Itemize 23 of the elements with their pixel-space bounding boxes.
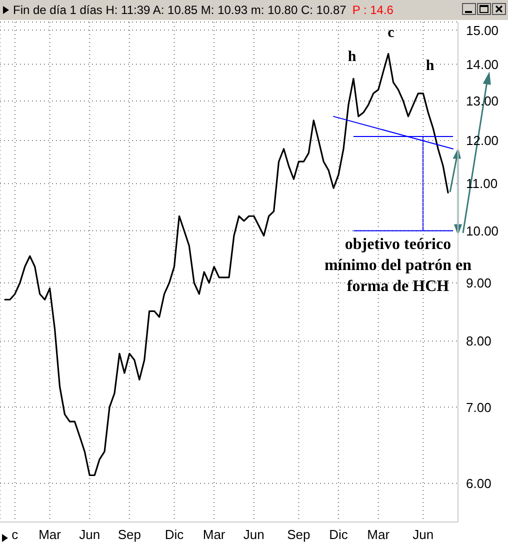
annotation: c xyxy=(386,24,396,43)
x-tick-label: c xyxy=(12,527,19,542)
annotation: h xyxy=(424,57,436,76)
x-tick-label: Jun xyxy=(412,527,434,542)
chart-subtitle: P : 14.6 xyxy=(352,3,394,17)
x-tick-label: Mar xyxy=(202,527,226,542)
x-tick-label: Dic xyxy=(329,527,348,542)
y-tick-label: 15.00 xyxy=(466,22,499,38)
x-tick-label: Mar xyxy=(38,527,62,542)
y-tick-label: 14.00 xyxy=(466,56,499,72)
x-tick-label: Dic xyxy=(164,527,184,542)
x-tick-label: Jun xyxy=(243,527,264,542)
x-tick-label: Sep xyxy=(118,527,142,542)
y-tick-label: 8.00 xyxy=(466,334,492,349)
annotation: h xyxy=(346,48,358,67)
x-tick-label: Sep xyxy=(287,527,310,542)
y-tick-label: 10.00 xyxy=(466,223,499,238)
x-tick-label: Jun xyxy=(79,527,100,542)
chart-title: Fin de día 1 días H: 11:39 A: 10.85 M: 10.93 m: 10.80 C: 10.87 xyxy=(13,3,346,17)
y-tick-label: 7.00 xyxy=(466,400,492,415)
y-tick-label: 6.00 xyxy=(466,476,492,492)
y-tick-label: 9.00 xyxy=(466,275,492,290)
x-tick-label: Mar xyxy=(367,527,390,542)
